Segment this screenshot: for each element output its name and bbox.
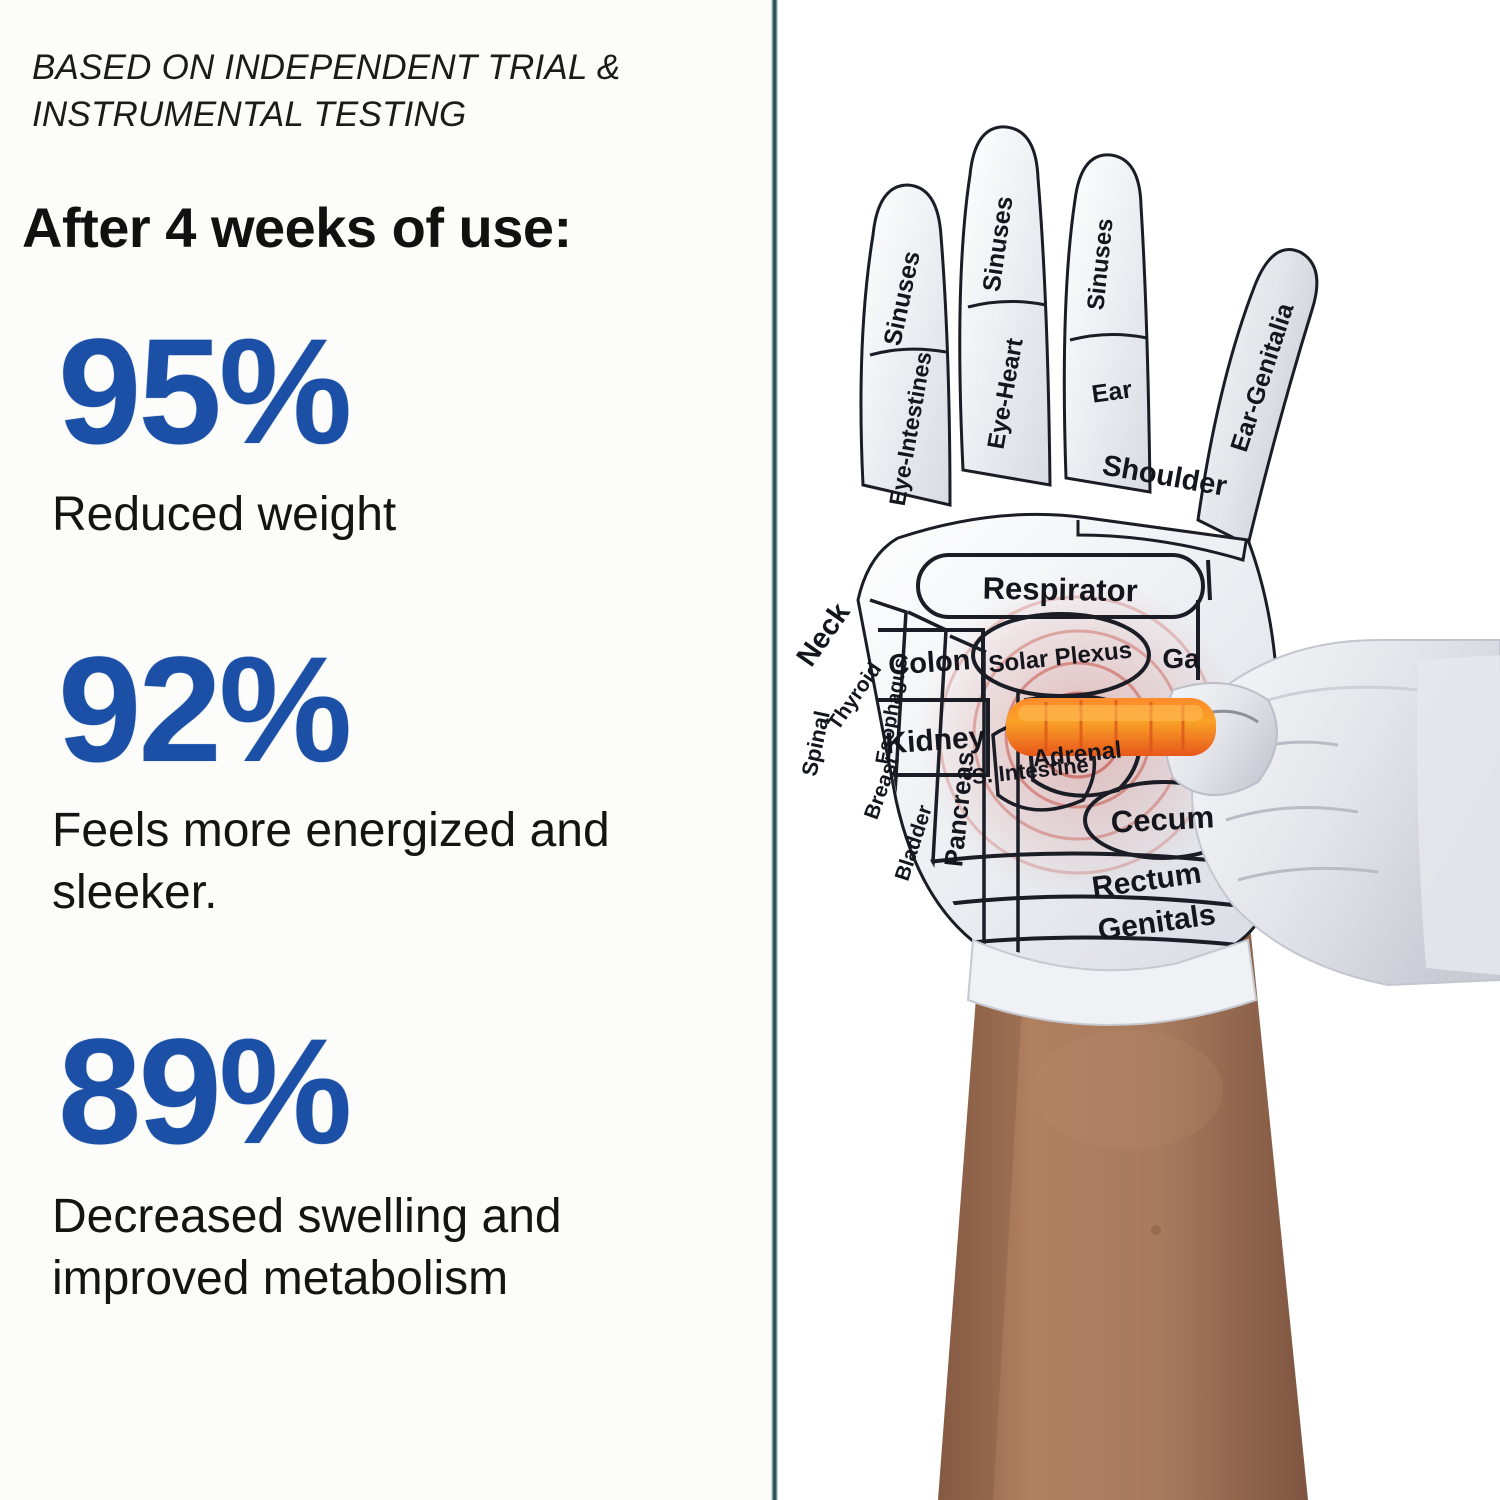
glove-label: Colon xyxy=(887,644,971,682)
stat-percentage: 92% xyxy=(58,625,352,793)
stat-block: 89% Decreased swelling and improved meta… xyxy=(0,1007,760,1311)
right-glove xyxy=(1163,639,1500,987)
stat-description: Reduced weight xyxy=(52,488,397,541)
stat-percentage: 89% xyxy=(58,1007,352,1175)
glove-label: Kidney xyxy=(884,721,986,761)
left-text-panel: BASED ON INDEPENDENT TRIAL & INSTRUMENTA… xyxy=(0,48,760,1311)
glove-label: Cecum xyxy=(1110,799,1215,839)
stat-description: Feels more energized and sleeker. xyxy=(52,804,610,920)
glove-label: Ga xyxy=(1162,643,1200,674)
vertical-divider xyxy=(771,0,778,1500)
page-title: After 4 weeks of use: xyxy=(22,196,572,259)
reflexology-glove-photo: Sinuses Sinuses Sinuses Ear-Genitalia Ey… xyxy=(778,0,1500,1500)
glove-label: Respirator xyxy=(982,571,1138,609)
eyebrow-text: BASED ON INDEPENDENT TRIAL & INSTRUMENTA… xyxy=(32,48,621,134)
stat-block: 92% Feels more energized and sleeker. xyxy=(0,625,760,925)
stat-block: 95% Reduced weight xyxy=(0,307,760,546)
stat-percentage: 95% xyxy=(58,307,352,475)
orange-massager xyxy=(1006,698,1216,756)
forearm xyxy=(938,905,1308,1500)
product-photo-panel: Sinuses Sinuses Sinuses Ear-Genitalia Ey… xyxy=(778,0,1500,1500)
stat-description: Decreased swelling and improved metaboli… xyxy=(52,1190,562,1306)
glove-label: Ear xyxy=(1090,375,1134,408)
glove-fingers xyxy=(859,125,1319,548)
